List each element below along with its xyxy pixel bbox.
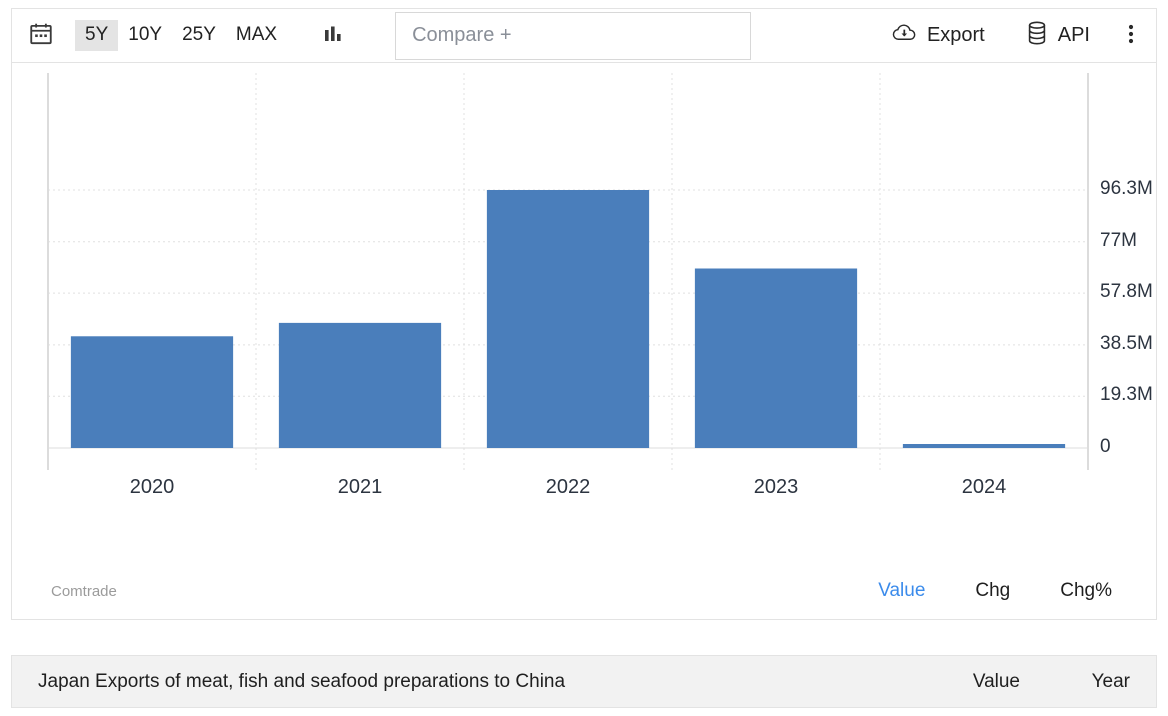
more-options-button[interactable]	[1114, 14, 1148, 58]
data-source-label: Comtrade	[51, 582, 117, 600]
table-header-title: Japan Exports of meat, fish and seafood …	[38, 670, 566, 692]
metric-tab-chg[interactable]: Chg	[967, 576, 1018, 606]
range-selector: 5Y 10Y 25Y MAX	[75, 20, 287, 51]
database-icon	[1025, 20, 1049, 52]
y-tick-label: 38.5M	[1100, 332, 1153, 354]
cloud-download-icon	[891, 21, 918, 51]
export-button[interactable]: Export	[881, 17, 995, 55]
metric-tab-value[interactable]: Value	[870, 576, 933, 606]
chart-panel: 5Y 10Y 25Y MAX	[11, 8, 1157, 620]
export-label: Export	[926, 24, 985, 46]
y-tick-label: 96.3M	[1100, 178, 1153, 199]
bar-chart-svg[interactable]	[12, 63, 1156, 563]
toolbar-right-actions: Export API	[881, 14, 1156, 58]
range-button-max[interactable]: MAX	[226, 20, 287, 51]
chart-footer: Comtrade Value Chg Chg%	[12, 563, 1156, 619]
metric-tab-chgpct[interactable]: Chg%	[1052, 576, 1120, 606]
bar-chart-icon	[321, 22, 345, 49]
x-tick-label: 2024	[961, 476, 1007, 498]
chart-type-button[interactable]	[311, 14, 355, 58]
range-button-25y[interactable]: 25Y	[172, 20, 226, 51]
compare-input[interactable]	[395, 11, 752, 60]
y-tick-label: 77M	[1100, 229, 1137, 251]
data-table-panel: Japan Exports of meat, fish and seafood …	[11, 655, 1157, 708]
x-tick-label: 2020	[129, 476, 175, 498]
x-tick-label: 2023	[753, 476, 799, 498]
table-header-value[interactable]: Value	[972, 670, 1020, 692]
range-button-10y[interactable]: 10Y	[118, 20, 172, 51]
api-button[interactable]: API	[1015, 16, 1100, 56]
table-header-year[interactable]: Year	[1091, 670, 1130, 692]
calendar-icon-button[interactable]	[19, 14, 63, 58]
calendar-icon	[28, 21, 54, 50]
api-label: API	[1057, 24, 1090, 46]
plot-area: 0 19.3M 38.5M 57.8M 77M 96.3M 2020 2021 2022 202…	[12, 63, 1156, 563]
chart-toolbar: 5Y 10Y 25Y MAX	[12, 9, 1156, 63]
y-tick-label: 0	[1100, 436, 1111, 457]
metric-tab-group: Value Chg Chg%	[836, 576, 1156, 606]
range-button-5y[interactable]: 5Y	[75, 20, 119, 51]
table-header-row: Japan Exports of meat, fish and seafood …	[12, 656, 1156, 707]
compare-field-wrap	[395, 11, 752, 60]
y-tick-label: 57.8M	[1100, 281, 1153, 303]
x-tick-label: 2021	[337, 476, 383, 498]
x-tick-label: 2022	[545, 476, 591, 498]
more-vertical-icon	[1128, 22, 1134, 49]
y-tick-label: 19.3M	[1100, 384, 1153, 406]
